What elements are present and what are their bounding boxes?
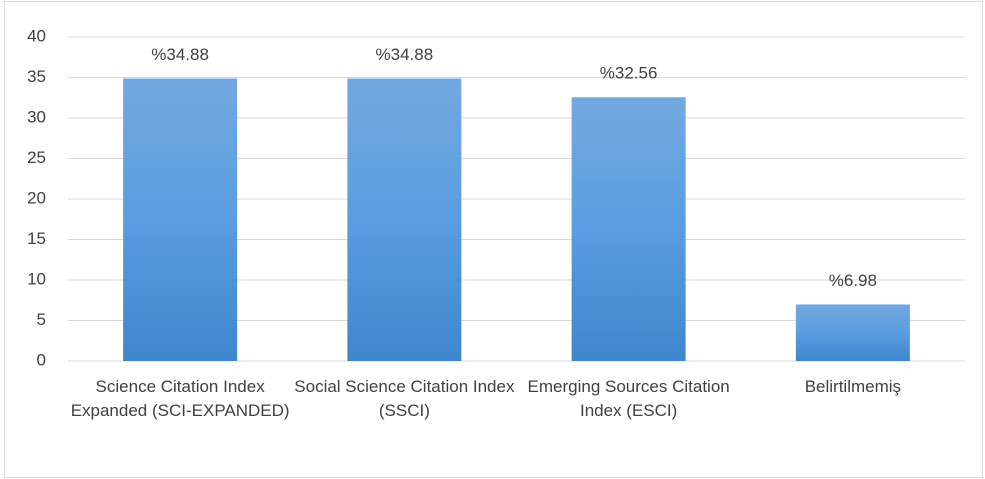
y-tick-label: 35 [27, 67, 46, 86]
data-label: %32.56 [600, 64, 658, 83]
y-tick-label: 30 [27, 107, 46, 126]
bar [795, 304, 910, 361]
x-tick-label: Social Science Citation Index (SSCI) [294, 377, 515, 420]
chart-border [4, 1, 983, 478]
data-label: %34.88 [376, 45, 434, 64]
x-tick-label: Belirtilmemiş [804, 377, 902, 396]
y-tick-label: 20 [27, 188, 46, 207]
y-tick-label: 0 [37, 350, 46, 369]
x-tick-label: Emerging Sources Citation Index (ESCI) [527, 377, 730, 420]
bar [347, 78, 462, 362]
y-tick-label: 40 [27, 26, 46, 45]
bar [123, 78, 238, 362]
y-tick-label: 15 [27, 229, 46, 248]
y-tick-label: 5 [37, 310, 46, 329]
y-tick-label: 25 [27, 148, 46, 167]
data-label: %6.98 [829, 271, 877, 290]
bar [571, 97, 686, 361]
x-tick-label: Science Citation Index Expanded (SCI-EXP… [70, 377, 290, 420]
data-label: %34.88 [151, 45, 209, 64]
y-tick-label: 10 [27, 269, 46, 288]
